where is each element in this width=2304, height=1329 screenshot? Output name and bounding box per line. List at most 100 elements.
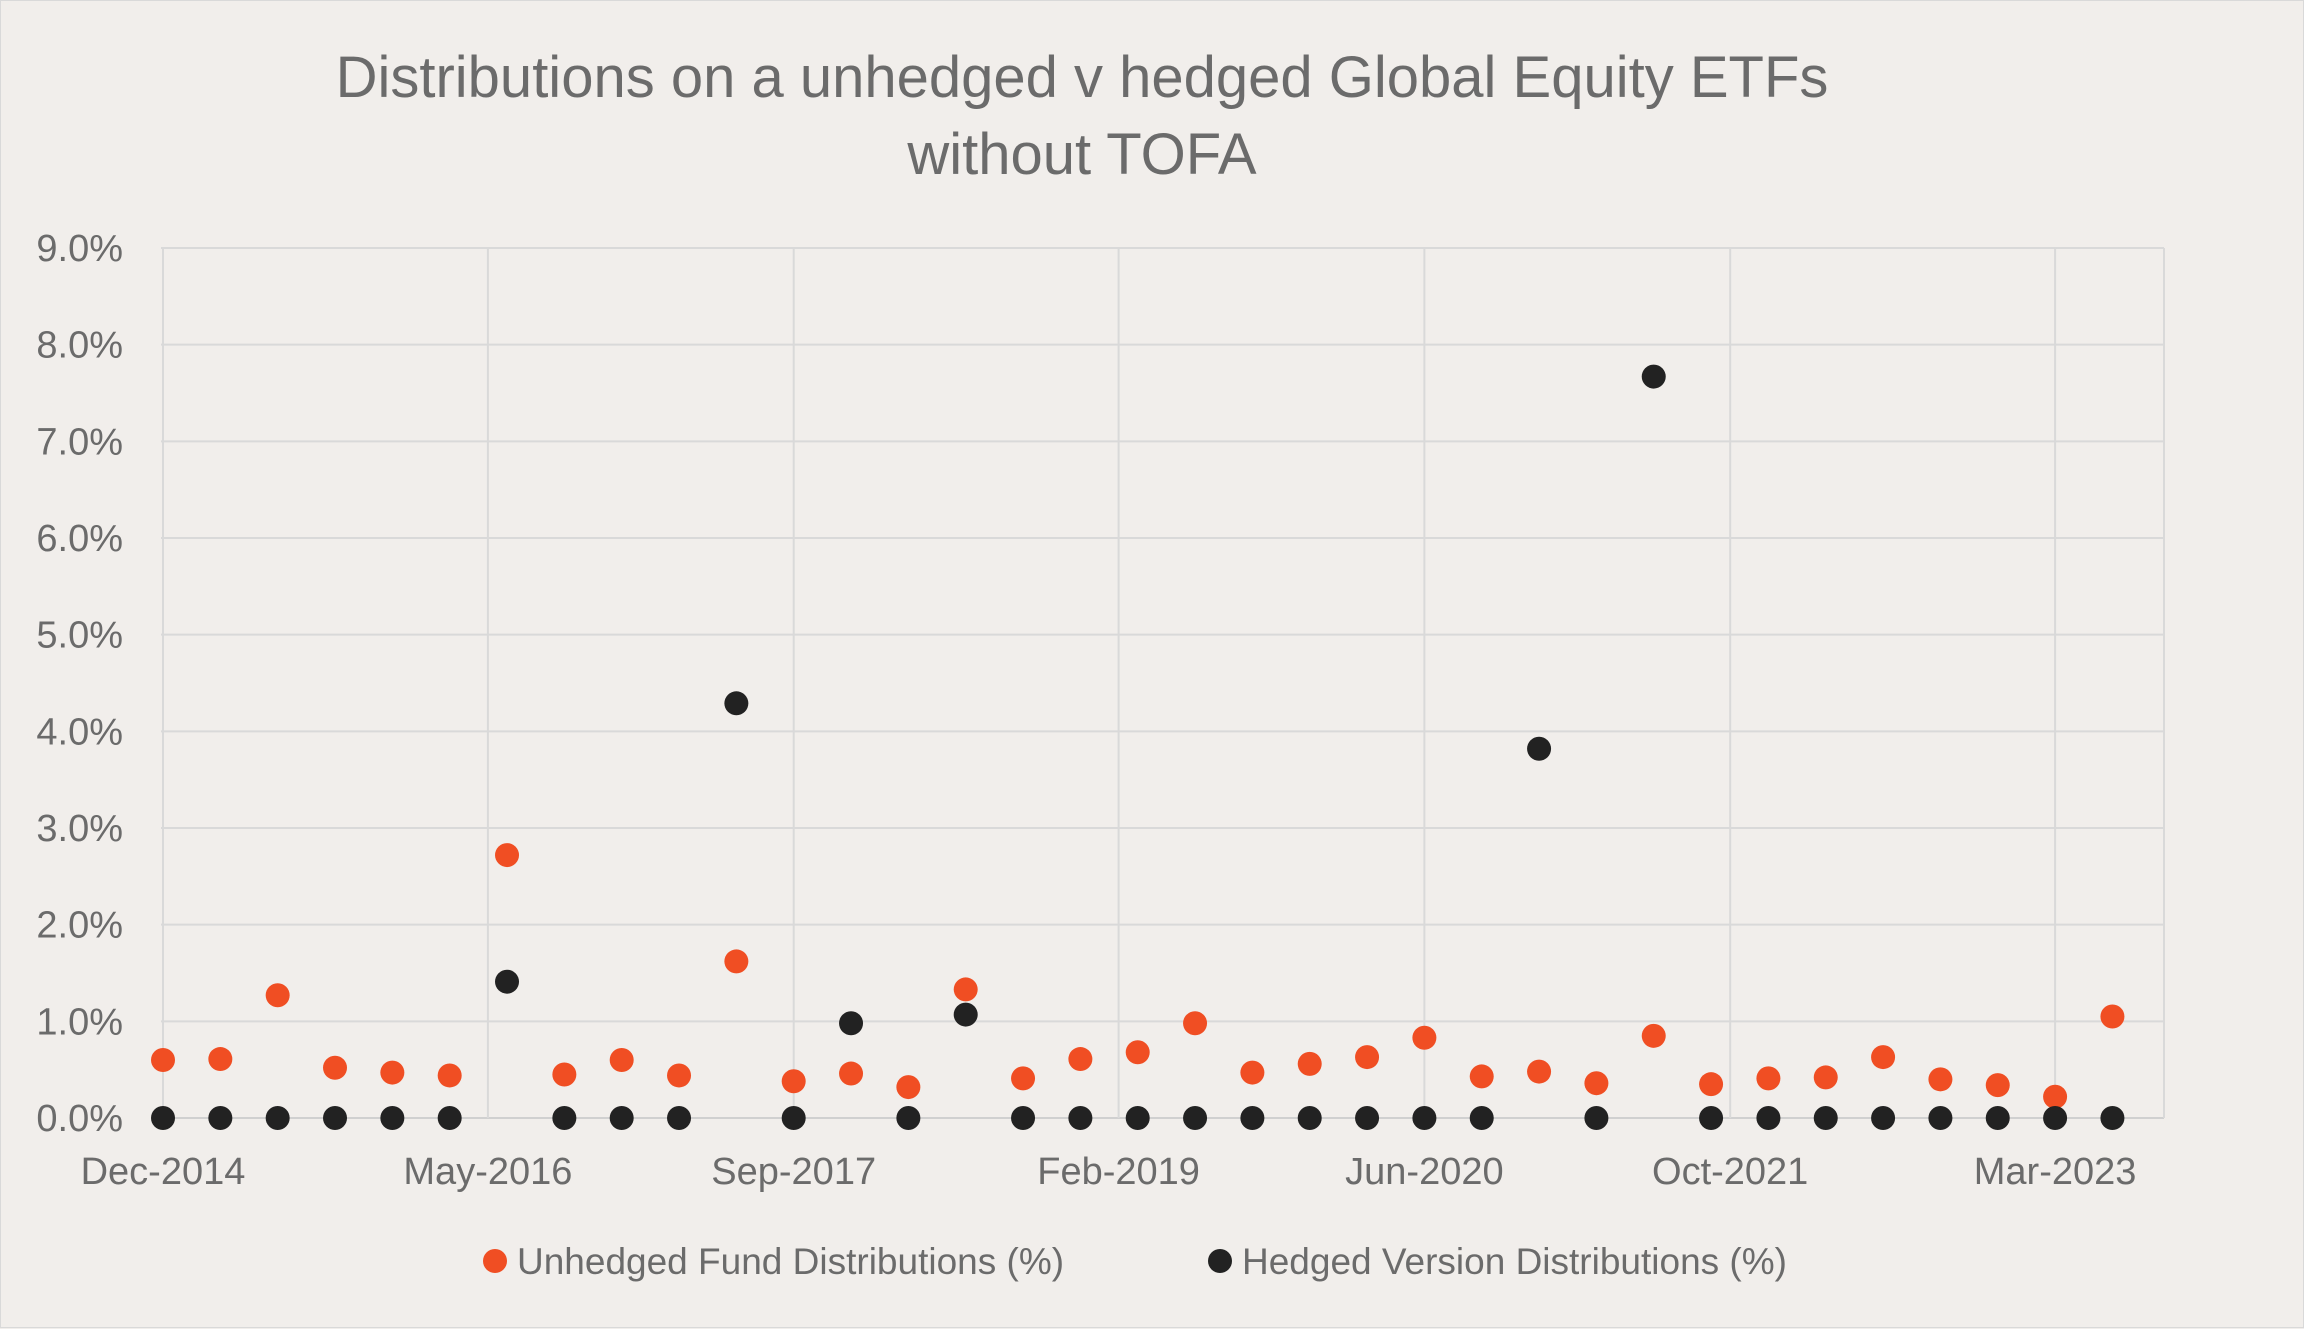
y-tick-label: 4.0% (36, 711, 123, 753)
hedged-point (896, 1106, 921, 1130)
hedged-point (323, 1106, 348, 1130)
hedged-point (495, 969, 520, 994)
unhedged-point (1297, 1051, 1322, 1076)
unhedged-point (781, 1069, 806, 1094)
unhedged-point (896, 1075, 921, 1100)
unhedged-point (380, 1060, 405, 1085)
legend-marker-unhedged (483, 1249, 507, 1273)
unhedged-point (1928, 1067, 1953, 1092)
y-tick-label: 1.0% (36, 1001, 123, 1043)
chart-title: Distributions on a unhedged v hedged Glo… (336, 45, 1829, 187)
x-tick-label: Jun-2020 (1345, 1151, 1503, 1193)
unhedged-point (208, 1047, 233, 1072)
chart-title-line-1: Distributions on a unhedged v hedged Glo… (336, 45, 1829, 110)
hedged-point (380, 1106, 405, 1130)
legend-item-unhedged: Unhedged Fund Distributions (%) (483, 1241, 1064, 1282)
hedged-point (1183, 1106, 1208, 1130)
unhedged-point (1011, 1066, 1036, 1091)
hedged-point (1412, 1106, 1437, 1130)
hedged-point (1355, 1106, 1380, 1130)
y-tick-label: 8.0% (36, 325, 123, 367)
unhedged-point (323, 1055, 348, 1080)
unhedged-point (953, 977, 978, 1002)
unhedged-point (667, 1063, 692, 1088)
hedged-point (2100, 1106, 2125, 1130)
unhedged-point (1183, 1011, 1208, 1036)
x-tick-label: Mar-2023 (1974, 1151, 2137, 1193)
unhedged-point (2043, 1084, 2068, 1109)
y-tick-label: 6.0% (36, 518, 123, 560)
y-axis: 0.0% 1.0% 2.0% 3.0% 4.0% 5.0% 6.0% 7.0% 8.0% 9.0% (36, 228, 123, 1140)
hedged-point (265, 1106, 290, 1130)
x-tick-label: Feb-2019 (1037, 1151, 1200, 1193)
hedged-point (1469, 1106, 1494, 1130)
legend: Unhedged Fund Distributions (%) Hedged V… (483, 1241, 1787, 1282)
y-tick-label: 2.0% (36, 905, 123, 947)
hedged-point (1584, 1106, 1609, 1130)
unhedged-point (1813, 1065, 1838, 1090)
unhedged-point (437, 1063, 462, 1088)
unhedged-point (151, 1048, 175, 1072)
hedged-point (552, 1106, 577, 1130)
hedged-point (1527, 736, 1552, 761)
unhedged-point (1125, 1040, 1150, 1065)
legend-label-unhedged: Unhedged Fund Distributions (%) (517, 1241, 1064, 1282)
unhedged-point (1699, 1072, 1724, 1097)
hedged-point (1240, 1106, 1265, 1130)
legend-marker-hedged (1208, 1249, 1232, 1273)
unhedged-point (552, 1062, 577, 1087)
hedged-point (1068, 1106, 1093, 1130)
x-tick-label: Oct-2021 (1652, 1151, 1808, 1193)
y-tick-label: 7.0% (36, 421, 123, 463)
unhedged-point (1584, 1071, 1609, 1096)
unhedged-point (609, 1048, 634, 1072)
hedged-point (667, 1106, 692, 1130)
hedged-point (2043, 1106, 2068, 1130)
chart-title-line-2: without TOFA (906, 122, 1257, 187)
series-hedged (151, 364, 2125, 1130)
unhedged-point (839, 1061, 864, 1086)
hedged-point (1641, 364, 1666, 389)
series-unhedged (151, 843, 2125, 1109)
hedged-point (1813, 1106, 1838, 1130)
unhedged-point (1068, 1047, 1093, 1072)
legend-item-hedged: Hedged Version Distributions (%) (1208, 1241, 1787, 1282)
unhedged-point (1985, 1073, 2010, 1098)
hedged-point (1928, 1106, 1953, 1130)
y-tick-label: 3.0% (36, 808, 123, 850)
unhedged-point (1756, 1066, 1781, 1091)
x-axis: Dec-2014 May-2016 Sep-2017 Feb-2019 Jun-2020… (81, 1151, 2137, 1193)
unhedged-point (265, 983, 290, 1008)
hedged-point (208, 1106, 233, 1130)
hedged-point (781, 1106, 806, 1130)
hedged-point (1699, 1106, 1724, 1130)
x-tick-label: Dec-2014 (81, 1151, 246, 1193)
hedged-point (839, 1011, 864, 1036)
hedged-point (1871, 1106, 1896, 1130)
hedged-point (953, 1002, 978, 1027)
hedged-point (1125, 1106, 1150, 1130)
unhedged-point (1527, 1059, 1552, 1084)
unhedged-point (1871, 1045, 1896, 1070)
unhedged-point (495, 843, 520, 868)
hedged-point (151, 1106, 175, 1130)
y-tick-label: 5.0% (36, 615, 123, 657)
hedged-point (437, 1106, 462, 1130)
x-tick-label: May-2016 (403, 1151, 572, 1193)
hedged-point (724, 691, 749, 716)
hedged-point (1985, 1106, 2010, 1130)
hedged-point (1011, 1106, 1036, 1130)
y-tick-label: 9.0% (36, 228, 123, 270)
unhedged-point (1355, 1045, 1380, 1070)
unhedged-point (1469, 1064, 1494, 1089)
unhedged-point (1641, 1023, 1666, 1048)
hedged-point (1297, 1106, 1322, 1130)
unhedged-point (1412, 1025, 1437, 1050)
data-points (151, 364, 2125, 1130)
y-tick-label: 0.0% (36, 1098, 123, 1140)
gridlines (161, 247, 2165, 1119)
unhedged-point (724, 949, 749, 974)
hedged-point (1756, 1106, 1781, 1130)
